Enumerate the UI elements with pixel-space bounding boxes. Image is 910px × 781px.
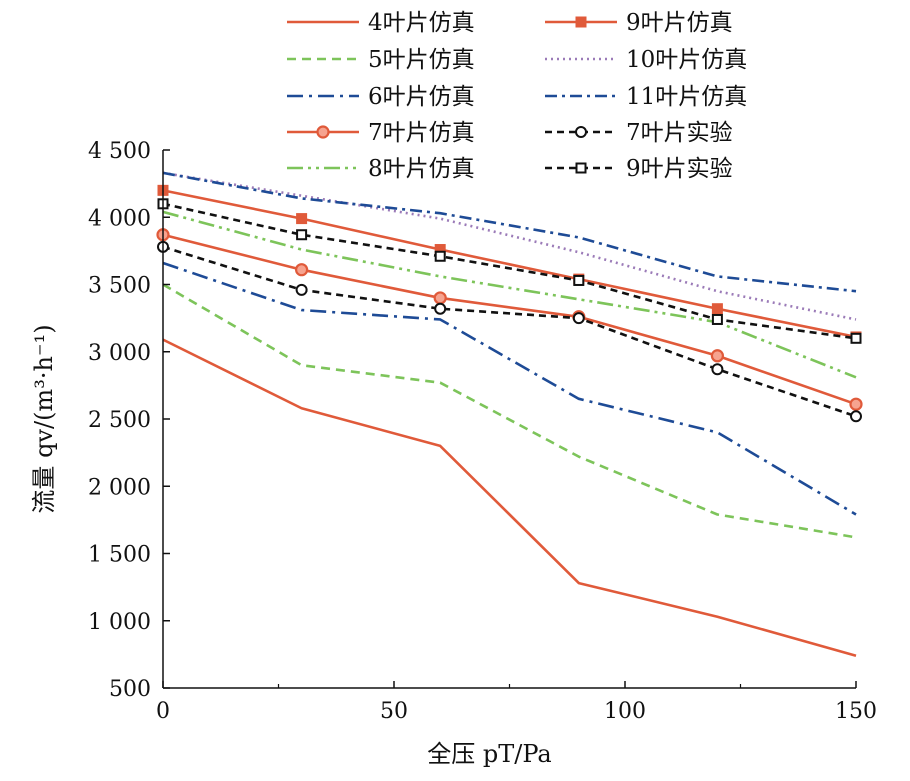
legend-entry: 9叶片仿真 <box>545 10 733 36</box>
data-point <box>433 291 447 305</box>
legend-label: 4叶片仿真 <box>368 10 475 36</box>
y-axis-title: 流量 qv/(m³·h⁻¹) <box>30 324 58 513</box>
legend-label: 9叶片实验 <box>626 156 733 182</box>
legend-label: 7叶片实验 <box>626 120 733 146</box>
y-tick-label: 3 000 <box>88 341 151 366</box>
legend-entry: 7叶片实验 <box>545 120 733 146</box>
series-line <box>162 171 857 293</box>
series-line <box>162 245 857 418</box>
data-point <box>711 363 724 376</box>
data-point <box>575 126 587 138</box>
data-point <box>710 349 725 363</box>
legend-entry: 10叶片仿真 <box>545 47 747 73</box>
legend-label: 11叶片仿真 <box>626 84 747 110</box>
legend-label: 8叶片仿真 <box>368 156 475 182</box>
series-4叶片仿真 <box>162 338 857 657</box>
legend-label: 6叶片仿真 <box>368 84 475 110</box>
legend-entry: 4叶片仿真 <box>287 10 475 36</box>
series-line <box>162 283 857 539</box>
legend: 4叶片仿真 5叶片仿真 6叶片仿真 7叶片仿真 8叶片仿真 9叶片仿真 10叶片仿真 11叶片… <box>287 10 747 182</box>
data-point <box>711 313 723 325</box>
x-ticks: 0 50 100 150 <box>156 681 877 724</box>
y-tick-label: 1 500 <box>88 543 151 568</box>
data-point <box>434 250 446 262</box>
series-line <box>162 202 857 340</box>
data-point <box>850 410 862 423</box>
data-point <box>711 303 723 315</box>
series-10叶片仿真 <box>162 171 857 321</box>
legend-entry: 5叶片仿真 <box>287 47 475 73</box>
legend-label: 9叶片仿真 <box>626 10 733 36</box>
data-point <box>575 162 587 174</box>
y-tick-label: 2 500 <box>88 408 151 433</box>
legend-label: 7叶片仿真 <box>368 120 475 146</box>
data-point <box>434 302 447 315</box>
series-line <box>162 210 857 379</box>
data-point <box>850 332 862 344</box>
legend-entry: 11叶片仿真 <box>545 84 747 110</box>
series-8叶片仿真 <box>162 210 857 379</box>
legend-entry: 9叶片实验 <box>545 156 733 182</box>
y-tick-label: 500 <box>109 677 151 702</box>
legend-entry: 8叶片仿真 <box>287 156 475 182</box>
legend-label: 10叶片仿真 <box>626 47 747 73</box>
y-tick-label: 2 000 <box>88 475 151 500</box>
legend-entry: 6叶片仿真 <box>287 84 475 110</box>
series-line <box>162 233 857 406</box>
series-9叶片实验 <box>157 198 862 344</box>
x-tick-label: 50 <box>380 699 408 724</box>
data-point <box>316 125 330 139</box>
legend-entry: 7叶片仿真 <box>287 120 475 146</box>
data-point <box>296 213 308 225</box>
y-ticks: 500 1 000 1 500 2 000 2 500 3 000 3 500 4 000 4 … <box>88 139 170 702</box>
series-line <box>162 189 857 339</box>
data-point <box>295 283 308 296</box>
series-9叶片仿真 <box>157 184 862 343</box>
x-tick-label: 150 <box>835 699 877 724</box>
series-line <box>162 261 857 516</box>
y-tick-label: 3 500 <box>88 274 151 299</box>
series-6叶片仿真 <box>162 261 857 516</box>
data-point <box>575 16 587 28</box>
x-tick-label: 100 <box>604 699 646 724</box>
series-11叶片仿真 <box>162 171 857 293</box>
data-point <box>572 312 585 325</box>
x-axis-title: 全压 pT/Pa <box>427 740 551 768</box>
data-point <box>295 263 309 277</box>
y-tick-label: 1 000 <box>88 610 151 635</box>
series-5叶片仿真 <box>162 283 857 539</box>
data-point <box>573 274 585 286</box>
series-group <box>156 171 863 657</box>
data-point <box>849 397 863 411</box>
series-line <box>162 338 857 657</box>
y-tick-label: 4 500 <box>88 139 151 164</box>
series-line <box>162 171 857 321</box>
y-tick-label: 4 000 <box>88 206 151 231</box>
x-tick-label: 0 <box>156 699 170 724</box>
data-point <box>296 229 308 241</box>
legend-label: 5叶片仿真 <box>368 47 475 73</box>
